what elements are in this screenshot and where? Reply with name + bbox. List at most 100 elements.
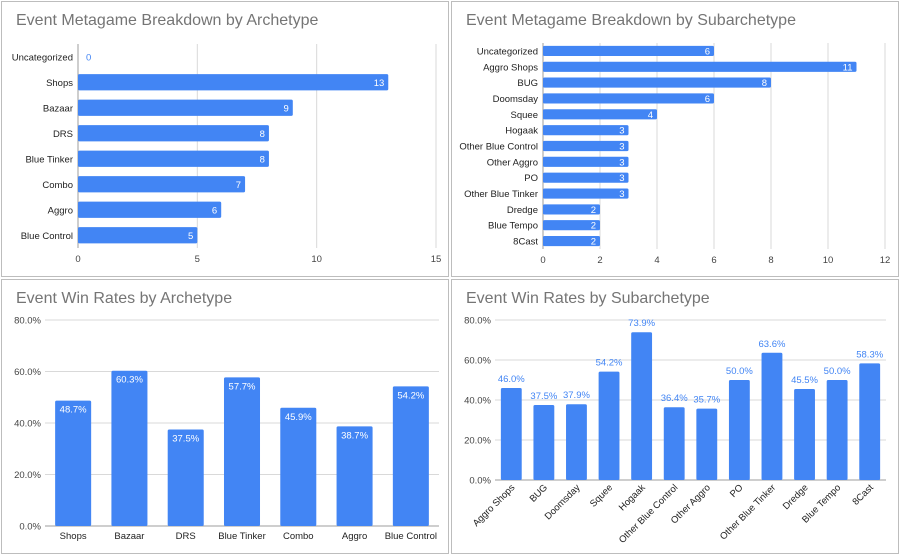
category-label: PO xyxy=(728,482,745,499)
bar xyxy=(78,227,198,244)
x-tick-label: 15 xyxy=(431,254,442,265)
bar xyxy=(543,140,629,152)
bar xyxy=(500,388,522,480)
data-label: 45.5% xyxy=(791,375,818,386)
bar xyxy=(761,352,783,480)
data-label: 2 xyxy=(591,237,596,248)
category-label: Hogaak xyxy=(617,482,648,513)
category-label: Other Aggro xyxy=(487,157,538,168)
data-label: 8 xyxy=(762,78,767,89)
x-tick-label: 4 xyxy=(654,255,659,266)
bar xyxy=(859,363,881,480)
category-label: Combo xyxy=(42,180,73,191)
chart-title: Event Metagame Breakdown by Archetype xyxy=(16,12,319,29)
y-tick-label: 60.0% xyxy=(464,356,491,367)
category-label: Aggro xyxy=(342,531,367,542)
category-label: Uncategorized xyxy=(12,52,73,63)
data-label: 54.2% xyxy=(596,358,623,369)
data-label: 50.0% xyxy=(726,366,753,377)
bar xyxy=(663,407,685,480)
x-tick-label: 8 xyxy=(768,255,773,266)
y-tick-label: 40.0% xyxy=(14,419,41,430)
chart-archetype-breakdown: 0 5 10 15 Uncategorized 0 Shops 13 Bazaar 9 DRS 8 Bl… xyxy=(12,44,442,265)
data-label: 38.7% xyxy=(341,430,368,441)
category-label: Doomsday xyxy=(493,94,539,105)
y-tick-label: 0.0% xyxy=(19,522,41,533)
bar xyxy=(543,93,714,104)
bar xyxy=(55,400,92,526)
category-label: Squee xyxy=(511,110,538,121)
x-tick-label: 0 xyxy=(540,255,545,266)
bar xyxy=(543,204,600,215)
category-label: Blue Control xyxy=(385,531,437,542)
category-label: Shops xyxy=(60,531,87,542)
category-label: Bazaar xyxy=(43,103,73,114)
data-label: 3 xyxy=(619,173,624,184)
bar xyxy=(598,371,620,480)
data-label: 45.9% xyxy=(285,412,312,423)
y-tick-label: 20.0% xyxy=(14,470,41,481)
bar xyxy=(543,172,629,183)
chart-title: Event Metagame Breakdown by Subarchetype xyxy=(466,12,796,29)
y-tick-label: 40.0% xyxy=(464,396,491,407)
category-label: PO xyxy=(524,173,538,184)
data-label: 6 xyxy=(212,205,217,216)
category-label: Bazaar xyxy=(114,531,144,542)
data-label: 9 xyxy=(284,103,289,114)
category-label: Blue Tinker xyxy=(218,531,266,542)
chart-archetype-winrates: 0.0% 20.0% 40.0% 60.0% 80.0% 48.7% Shops 60.3% B… xyxy=(14,316,439,542)
category-label: Aggro Shops xyxy=(483,62,538,73)
x-tick-label: 10 xyxy=(823,255,834,266)
chart-subarchetype-breakdown: 0 2 4 6 8 10 12 Uncategorized 6 Aggro Shops 11 BUG 8… xyxy=(459,43,891,266)
category-label: Hogaak xyxy=(505,126,538,137)
y-tick-label: 20.0% xyxy=(464,436,491,447)
chart-panel-subarchetype-breakdown: Event Metagame Breakdown by Subarchetype… xyxy=(451,1,899,277)
x-tick-label: 10 xyxy=(311,254,322,265)
bar xyxy=(543,156,629,167)
data-label: 3 xyxy=(619,142,624,153)
category-label: 8Cast xyxy=(850,482,876,508)
x-tick-label: 0 xyxy=(75,254,80,265)
bar xyxy=(543,45,714,56)
data-label: 48.7% xyxy=(60,405,87,416)
category-label: Squee xyxy=(588,482,615,509)
category-label: Other Blue Tinker xyxy=(718,482,778,542)
bar xyxy=(543,236,600,247)
data-label: 13 xyxy=(374,78,385,89)
bar xyxy=(543,220,600,231)
bar xyxy=(543,188,629,199)
category-label: Doomsday xyxy=(543,482,583,522)
category-label: Uncategorized xyxy=(477,46,538,57)
category-label: Dredge xyxy=(781,482,811,512)
chart-panel-archetype-winrates: Event Win Rates by Archetype 0.0% 20.0% 40… xyxy=(1,279,449,554)
bar xyxy=(794,389,815,480)
data-label: 73.9% xyxy=(628,318,655,329)
data-label: 60.3% xyxy=(116,375,143,386)
bar xyxy=(728,380,750,480)
bar xyxy=(566,404,587,480)
bar xyxy=(543,77,771,88)
category-label: BUG xyxy=(528,482,550,504)
category-label: Dredge xyxy=(507,205,538,216)
category-label: Other Blue Control xyxy=(459,142,538,153)
x-tick-label: 6 xyxy=(711,255,716,266)
bar xyxy=(336,426,373,526)
bar xyxy=(696,408,718,480)
bar xyxy=(78,125,269,142)
x-tick-label: 12 xyxy=(880,255,891,266)
data-label: 3 xyxy=(619,126,624,137)
bar xyxy=(533,405,555,480)
data-label: 7 xyxy=(236,180,241,191)
data-label: 54.2% xyxy=(397,390,424,401)
data-label: 2 xyxy=(591,221,596,232)
bar xyxy=(78,201,222,218)
data-label: 58.3% xyxy=(856,349,883,360)
data-label: 11 xyxy=(843,62,853,73)
category-label: Shops xyxy=(46,78,73,89)
bar xyxy=(392,386,429,526)
data-label: 37.5% xyxy=(530,391,557,402)
category-label: Other Blue Tinker xyxy=(464,189,538,200)
category-label: Aggro Shops xyxy=(471,482,518,529)
chart-panel-archetype-breakdown: Event Metagame Breakdown by Archetype 0 5… xyxy=(1,1,449,277)
data-label: 5 xyxy=(188,231,193,242)
